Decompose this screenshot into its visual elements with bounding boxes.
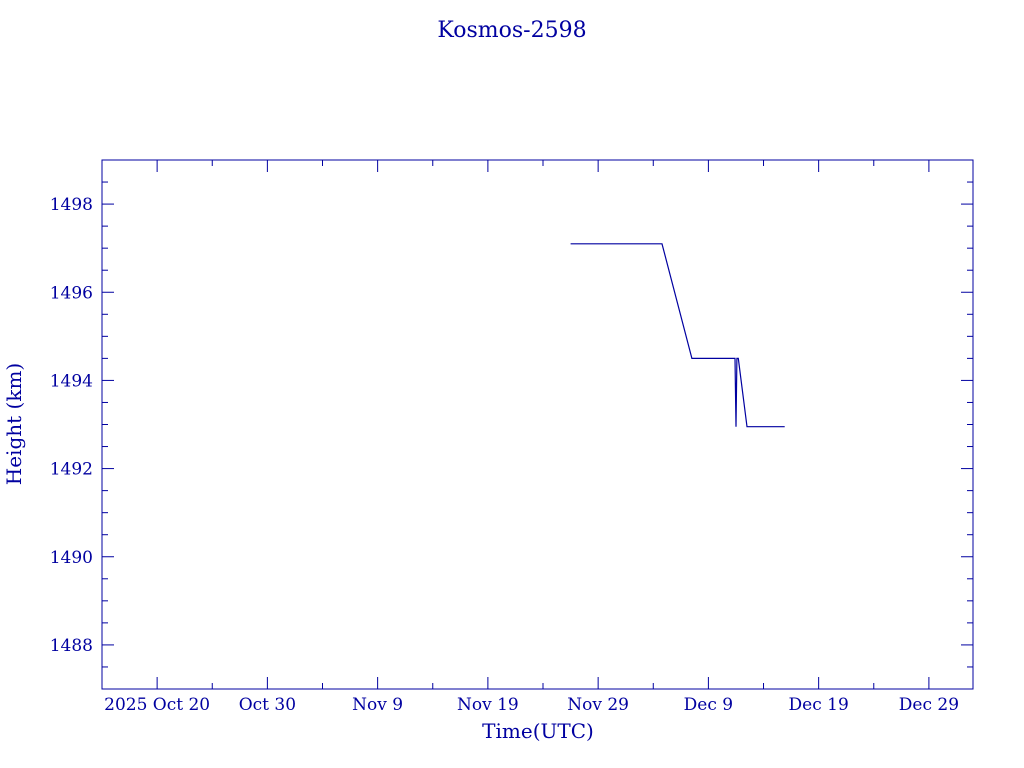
plot-frame	[101, 159, 974, 690]
y-tick-label: 1490	[50, 548, 93, 568]
x-tick-label: Dec 19	[789, 695, 849, 715]
x-tick-label: Nov 9	[352, 695, 403, 715]
y-tick-label: 1488	[50, 636, 93, 656]
x-tick-label: 2025 Oct 20	[104, 695, 210, 715]
x-tick-label: Nov 19	[457, 695, 519, 715]
x-axis-title: Time(UTC)	[482, 719, 594, 743]
y-axis-title: Height (km)	[2, 363, 26, 485]
y-tick-label: 1498	[50, 195, 93, 215]
series-group	[570, 243, 785, 428]
x-tick-label: Nov 29	[567, 695, 629, 715]
x-tick-labels: 2025 Oct 20 Oct 30 Nov 9 Nov 19 Nov 29 Dec 9 D…	[104, 695, 959, 715]
axis-ticks	[101, 159, 973, 690]
y-tick-label: 1494	[50, 371, 93, 391]
x-tick-label: Dec 9	[684, 695, 733, 715]
y-tick-label: 1492	[50, 460, 93, 480]
x-tick-label: Dec 29	[899, 695, 959, 715]
y-tick-label: 1496	[50, 283, 93, 303]
x-tick-label: Oct 30	[239, 695, 296, 715]
chart-title: Kosmos-2598	[437, 18, 586, 43]
series-line-0	[570, 243, 785, 428]
y-tick-labels: 1488 1490 1492 1494 1496 1498	[50, 195, 93, 656]
